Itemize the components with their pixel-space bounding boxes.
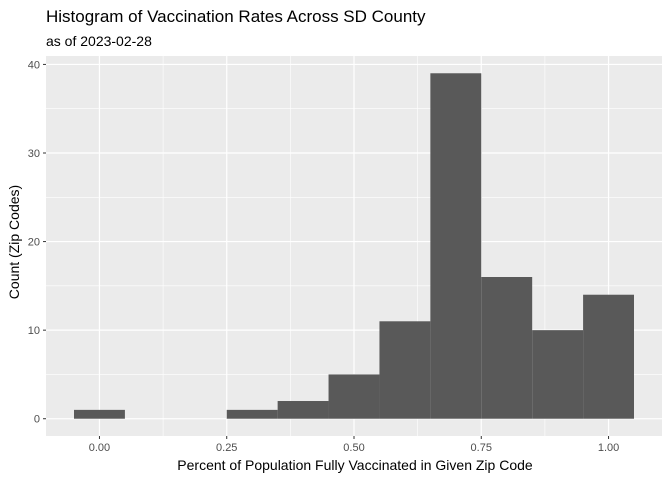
histogram-bars bbox=[74, 73, 634, 419]
histogram-bar bbox=[532, 330, 584, 419]
y-axis-ticks: 0 10 20 30 40 bbox=[28, 59, 46, 426]
histogram-bar bbox=[226, 409, 278, 419]
x-tick-label: 0.25 bbox=[216, 442, 237, 454]
histogram-bar bbox=[328, 374, 380, 419]
x-tick-label: 1.00 bbox=[598, 442, 619, 454]
chart-subtitle: as of 2023-02-28 bbox=[46, 33, 152, 49]
histogram-bar bbox=[74, 409, 125, 419]
histogram-bar bbox=[430, 73, 482, 419]
y-axis-title: Count (Zip Codes) bbox=[6, 185, 22, 299]
y-tick-label: 40 bbox=[28, 59, 40, 71]
y-tick-label: 30 bbox=[28, 148, 40, 160]
histogram-bar bbox=[481, 277, 533, 419]
x-tick-label: 0.00 bbox=[89, 442, 110, 454]
chart-title: Histogram of Vaccination Rates Across SD… bbox=[46, 7, 426, 26]
histogram-bar bbox=[277, 401, 329, 419]
x-axis-ticks: 0.00 0.25 0.50 0.75 1.00 bbox=[89, 436, 619, 454]
y-tick-label: 0 bbox=[34, 414, 40, 426]
x-axis-title: Percent of Population Fully Vaccinated i… bbox=[177, 457, 533, 473]
x-tick-label: 0.75 bbox=[471, 442, 492, 454]
y-tick-label: 10 bbox=[28, 325, 40, 337]
histogram-bar bbox=[379, 321, 431, 419]
x-tick-label: 0.50 bbox=[343, 442, 364, 454]
y-tick-label: 20 bbox=[28, 237, 40, 249]
histogram-bar bbox=[583, 294, 634, 419]
